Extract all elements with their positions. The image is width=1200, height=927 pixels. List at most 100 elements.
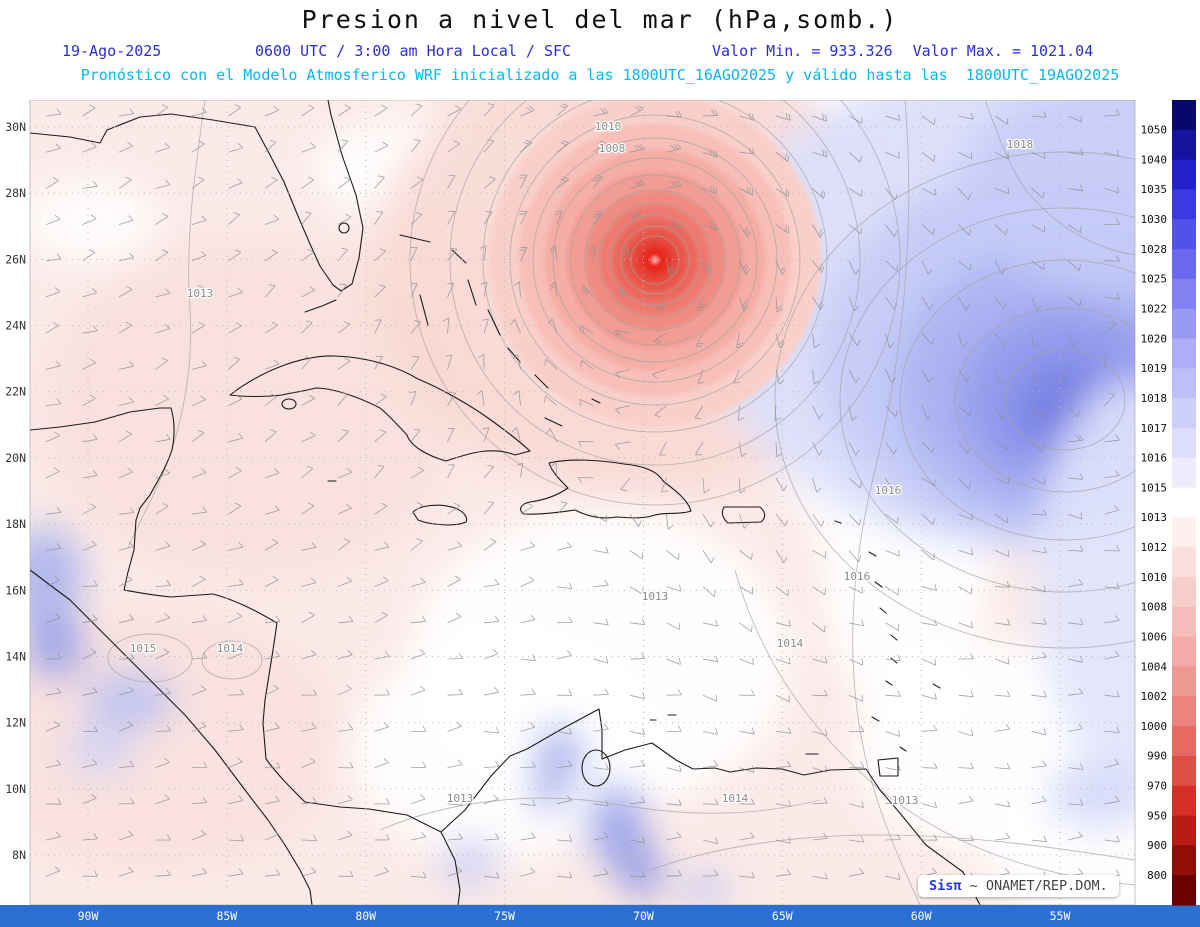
colorbar-swatch (1172, 457, 1196, 489)
lon-label: 55W (1050, 909, 1071, 923)
colorbar-label: 1006 (1141, 631, 1168, 644)
colorbar-label: 1017 (1141, 422, 1168, 435)
contour-label: 1016 (844, 570, 871, 583)
colorbar-swatch (1172, 577, 1196, 608)
colorbar-label: 1025 (1141, 273, 1168, 286)
colorbar-label: 1020 (1141, 332, 1168, 345)
model-info-line: Pronóstico con el Modelo Atmosferico WRF… (80, 66, 1120, 84)
colorbar-swatch (1172, 308, 1196, 340)
lat-label: 10N (5, 782, 26, 796)
lat-label: 18N (5, 517, 26, 531)
colorbar-label: 900 (1147, 839, 1167, 852)
lat-label: 20N (5, 451, 26, 465)
colorbar-label: 1008 (1141, 601, 1168, 614)
contour-label: 1014 (217, 642, 244, 655)
colorbar-swatch (1172, 755, 1196, 787)
lon-label: 60W (911, 909, 932, 923)
colorbar-label: 1004 (1141, 660, 1168, 673)
map-area: 1010 1008 1013 1018 1016 1016 1013 1014 1015 1014… (0, 100, 1200, 927)
lat-label: 26N (5, 252, 26, 266)
pressure-map: 1010 1008 1013 1018 1016 1016 1013 1014 1015 1014… (0, 100, 1200, 927)
footer-bar (0, 905, 1200, 927)
date-status-line: 19-Ago-2025 0600 UTC / 3:00 am Hora Loca… (0, 42, 1200, 62)
colorbar-label: 1002 (1141, 690, 1168, 703)
colorbar-swatch (1172, 726, 1196, 757)
contour-label: 1014 (722, 792, 749, 805)
colorbar-label: 1030 (1141, 213, 1168, 226)
contour-label: 1014 (777, 637, 804, 650)
value-max-label: Valor Max. = 1021.04 (912, 42, 1094, 60)
colorbar-label: 1035 (1141, 183, 1168, 196)
colorbar-label: 1000 (1141, 720, 1168, 733)
colorbar-label: 1028 (1141, 243, 1168, 256)
colorbar-swatch (1172, 875, 1196, 906)
colorbar-swatch (1172, 547, 1196, 578)
colorbar-swatch (1172, 249, 1196, 280)
colorbar-swatch (1172, 219, 1196, 250)
colorbar-swatch (1172, 189, 1196, 220)
colorbar-swatch (1172, 517, 1196, 548)
contour-label: 1015 (130, 642, 157, 655)
colorbar-swatch (1172, 815, 1196, 846)
colorbar-swatch (1172, 606, 1196, 638)
contour-label: 1018 (1007, 138, 1034, 151)
colorbar-swatch (1172, 129, 1196, 161)
lat-label: 30N (5, 120, 26, 134)
contour-label: 1013 (642, 590, 669, 603)
colorbar-swatch (1172, 398, 1196, 429)
contour-label: 1016 (875, 484, 902, 497)
colorbar-label: 1050 (1141, 124, 1168, 137)
colorbar-swatch (1172, 785, 1196, 817)
credit-badge: Sisπ ~ ONAMET/REP.DOM. (918, 875, 1119, 897)
pressure-shading (30, 100, 1135, 905)
colorbar-swatch (1172, 666, 1196, 697)
colorbar-label: 1012 (1141, 541, 1168, 554)
contour-label: 1013 (892, 794, 919, 807)
colorbar-label: 950 (1147, 809, 1167, 822)
colorbar-label: 1022 (1141, 303, 1168, 316)
colorbar-swatch (1172, 636, 1196, 668)
value-min-label: Valor Min. = 933.326 (712, 42, 893, 60)
colorbar-label: 970 (1147, 780, 1167, 793)
isobar-contours (107, 100, 1135, 905)
dynamic-layer: 1010 1008 1013 1018 1016 1016 1013 1014 1015 1014… (30, 100, 1135, 905)
forecast-time: 0600 UTC / 3:00 am Hora Local / SFC (255, 42, 572, 60)
colorbar-swatch (1172, 427, 1196, 459)
sistt-logo: Sisπ (929, 878, 962, 894)
colorbar-label: 1018 (1141, 392, 1168, 405)
lat-label: 14N (5, 649, 26, 663)
contour-label: 1013 (187, 287, 214, 300)
colorbar-swatch (1172, 100, 1196, 131)
colorbar-swatch (1172, 338, 1196, 369)
lat-label: 24N (5, 319, 26, 333)
lat-label: 8N (12, 848, 26, 862)
colorbar-swatch (1172, 278, 1196, 310)
minmax-values: Valor Min. = 933.326 Valor Max. = 1021.04 (712, 42, 1093, 60)
credit-text: ~ ONAMET/REP.DOM. (961, 878, 1108, 894)
lon-label: 90W (78, 909, 99, 923)
colorbar-label: 1015 (1141, 481, 1168, 494)
colorbar-label: 1040 (1141, 153, 1168, 166)
colorbar-label: 1010 (1141, 571, 1168, 584)
contour-label: 1013 (447, 792, 474, 805)
lon-label: 80W (355, 909, 376, 923)
lat-label: 28N (5, 186, 26, 200)
colorbar-label: 1016 (1141, 452, 1168, 465)
lon-label: 65W (772, 909, 793, 923)
page-title: Presion a nivel del mar (hPa,somb.) (301, 5, 899, 34)
lat-label: 16N (5, 583, 26, 597)
colorbar-swatch (1172, 487, 1196, 518)
lon-label: 70W (633, 909, 654, 923)
contour-label: 1008 (599, 142, 626, 155)
colorbar-swatch (1172, 368, 1196, 399)
forecast-date: 19-Ago-2025 (62, 42, 162, 60)
colorbar-label: 1013 (1141, 511, 1168, 524)
colorbar-swatch (1172, 845, 1196, 876)
lon-label: 85W (216, 909, 237, 923)
contour-label: 1010 (595, 120, 622, 133)
colorbar-label: 800 (1147, 869, 1167, 882)
colorbar-swatch (1172, 696, 1196, 727)
colorbar-label: 990 (1147, 750, 1167, 763)
lat-label: 22N (5, 385, 26, 399)
